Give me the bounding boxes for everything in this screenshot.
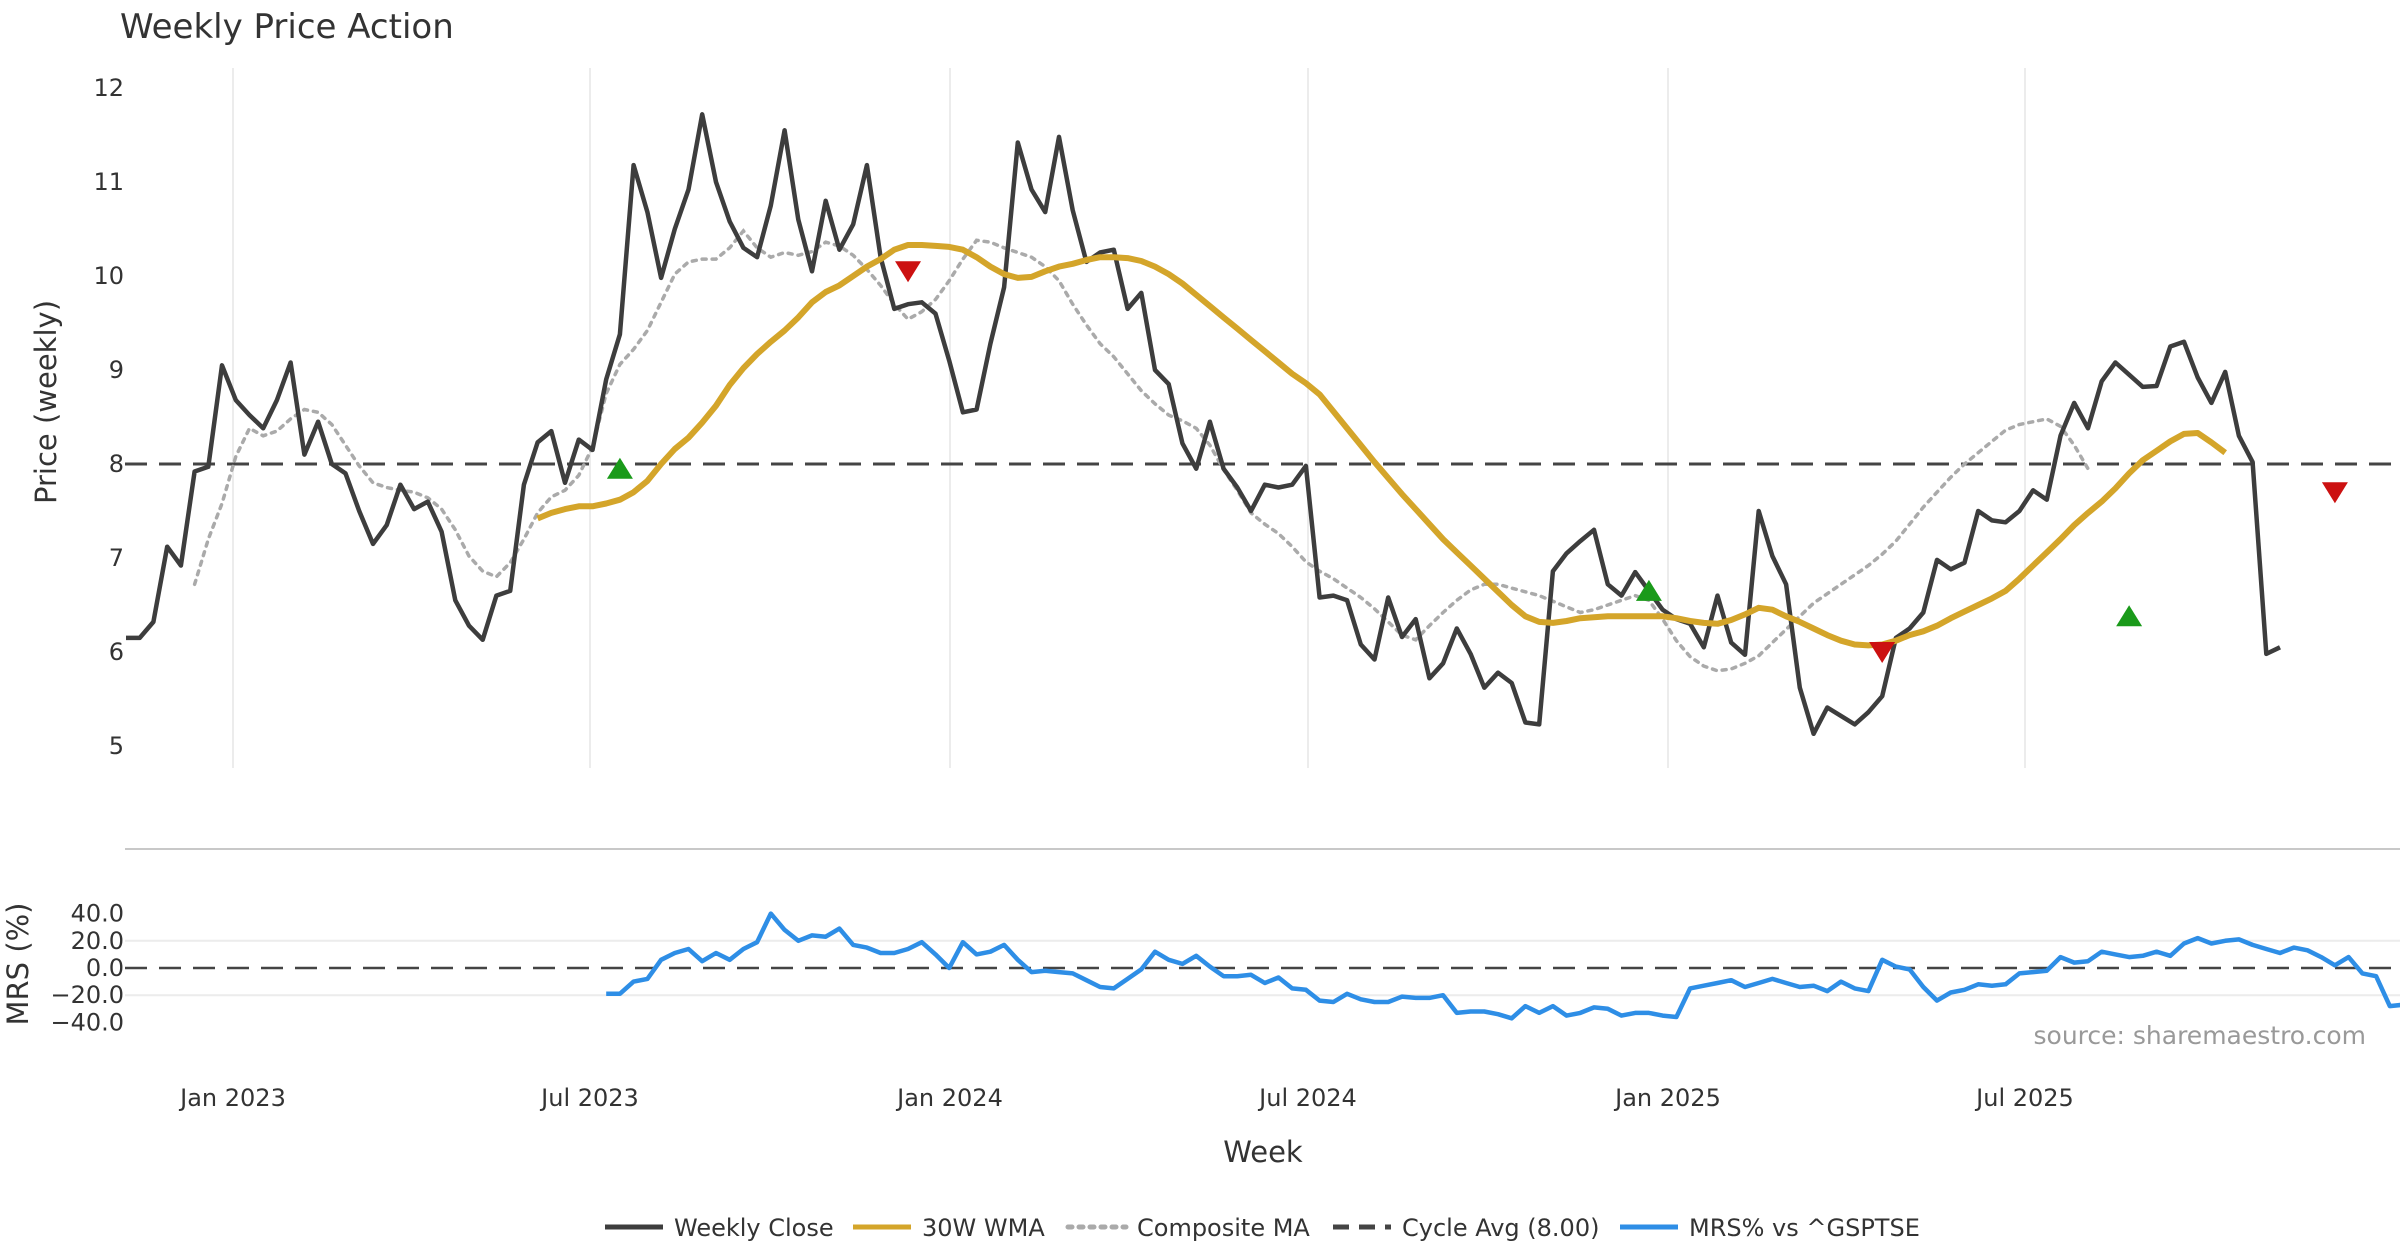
weekly-close-line — [126, 112, 2281, 737]
mrs-panel: −40.0−20.00.020.040.0 MRS (%) source: sh… — [1, 848, 2400, 1050]
price-y-tick-label: 11 — [93, 168, 124, 196]
price-y-tick-label: 7 — [109, 544, 124, 572]
sell-signal-marker — [2321, 482, 2348, 504]
x-tick-label: Jul 2025 — [1974, 1084, 2074, 1112]
mrs-y-tick-label: 40.0 — [71, 900, 124, 928]
sell-signal-marker — [1869, 642, 1896, 663]
x-tick-label: Jan 2023 — [178, 1084, 286, 1112]
legend-label: Cycle Avg (8.00) — [1402, 1214, 1599, 1242]
mrs-line — [606, 911, 2400, 1021]
x-axis-label: Week — [1223, 1135, 1303, 1169]
wma-30w-line — [536, 242, 2227, 649]
sell-signal-marker — [895, 261, 922, 283]
mrs-y-tick-label: −40.0 — [50, 1008, 124, 1036]
x-tick-label: Jan 2025 — [1613, 1084, 1721, 1112]
x-tick-label: Jul 2024 — [1257, 1084, 1357, 1112]
mrs-y-label: MRS (%) — [1, 903, 35, 1026]
mrs-gridlines — [125, 939, 2400, 997]
legend: Weekly Close 30W WMA Composite MA Cycle Avg… — [605, 1214, 1920, 1242]
price-y-tick-label: 8 — [109, 450, 124, 478]
x-tick-label: Jul 2023 — [539, 1084, 639, 1112]
signal-markers — [606, 261, 2348, 663]
price-gridlines — [232, 68, 2026, 768]
x-ticks: Jan 2023 Jul 2023 Jan 2024 Jul 2024 Jan 2025… — [178, 1084, 2074, 1112]
chart-title: Weekly Price Action — [120, 7, 454, 47]
mrs-y-tick-label: 20.0 — [71, 927, 124, 955]
price-y-tick-label: 6 — [109, 638, 124, 666]
x-tick-label: Jan 2024 — [895, 1084, 1003, 1112]
price-y-tick-label: 10 — [93, 262, 124, 290]
legend-label: Weekly Close — [674, 1214, 834, 1242]
legend-label: 30W WMA — [922, 1214, 1045, 1242]
buy-signal-marker — [2116, 605, 2143, 627]
legend-label: Composite MA — [1137, 1214, 1310, 1242]
buy-signal-marker — [1635, 579, 1662, 601]
mrs-y-tick-label: −20.0 — [50, 981, 124, 1009]
price-panel: 5 6 7 8 9 10 11 12 Price (weekly) — [29, 68, 2400, 768]
price-y-ticks: 5 6 7 8 9 10 11 12 — [93, 74, 124, 760]
price-y-tick-label: 9 — [109, 356, 124, 384]
mrs-y-tick-label: 0.0 — [86, 954, 124, 982]
source-note: source: sharemaestro.com — [2034, 1021, 2367, 1050]
price-y-label: Price (weekly) — [29, 300, 63, 504]
mrs-y-ticks: −40.0−20.00.020.040.0 — [50, 900, 124, 1037]
price-y-tick-label: 12 — [93, 74, 124, 102]
buy-signal-marker — [606, 457, 633, 479]
price-y-tick-label: 5 — [109, 732, 124, 760]
composite-ma-line — [192, 228, 2090, 673]
legend-label: MRS% vs ^GSPTSE — [1689, 1214, 1920, 1242]
